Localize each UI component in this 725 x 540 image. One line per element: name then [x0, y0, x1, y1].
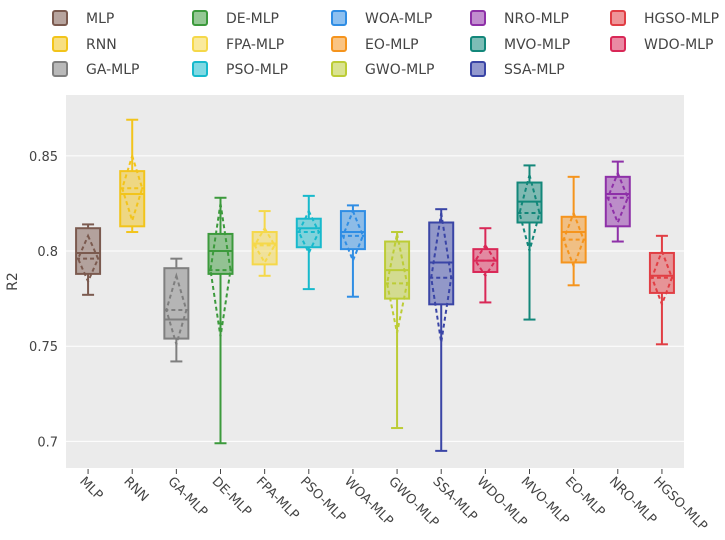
- legend-swatch: [192, 10, 208, 26]
- legend-swatch: [470, 61, 486, 77]
- box-iqr: [119, 170, 146, 228]
- legend-label: DE-MLP: [226, 11, 279, 27]
- legend-swatch: [52, 10, 68, 26]
- box-fpa-mlp: [251, 210, 278, 277]
- legend-label: FPA-MLP: [226, 37, 284, 53]
- box-gwo-mlp: [384, 231, 411, 430]
- plot-area: [66, 95, 684, 468]
- x-tick-label: RNN: [120, 474, 151, 505]
- legend-item-pso-mlp: PSO-MLP: [192, 61, 288, 78]
- legend-item-mlp: MLP: [52, 10, 114, 27]
- y-axis-label: R2: [5, 272, 21, 291]
- legend-swatch: [192, 36, 208, 52]
- legend-item-de-mlp: DE-MLP: [192, 10, 279, 27]
- sd-diamond: [562, 210, 585, 270]
- box-eo-mlp: [560, 175, 587, 287]
- legend-label: RNN: [86, 37, 117, 53]
- legend: MLP RNN GA-MLP DE-MLP FPA-MLP PSO-MLP WOA-MLP E…: [52, 10, 719, 78]
- sd-diamond: [650, 248, 673, 308]
- box-nro-mlp: [604, 160, 631, 243]
- legend-label: WOA-MLP: [365, 11, 432, 27]
- sd-diamond: [209, 203, 232, 337]
- x-tick-label: FPA-MLP: [253, 474, 302, 523]
- legend-swatch: [52, 61, 68, 77]
- box-wdo-mlp: [472, 227, 499, 304]
- legend-swatch: [610, 10, 626, 26]
- legend-label: MLP: [86, 11, 114, 27]
- legend-swatch: [610, 36, 626, 52]
- legend-item-woa-mlp: WOA-MLP: [331, 10, 432, 27]
- legend-item-wdo-mlp: WDO-MLP: [610, 36, 713, 53]
- legend-label: PSO-MLP: [226, 62, 288, 78]
- legend-label: EO-MLP: [365, 37, 419, 53]
- sd-diamond: [430, 212, 453, 343]
- box-ssa-mlp: [428, 208, 455, 452]
- legend-item-nro-mlp: NRO-MLP: [470, 10, 569, 27]
- sd-diamond: [474, 243, 497, 278]
- legend-item-gwo-mlp: GWO-MLP: [331, 61, 434, 78]
- legend-item-ssa-mlp: SSA-MLP: [470, 61, 565, 78]
- legend-label: HGSO-MLP: [644, 11, 719, 27]
- box-mlp: [75, 223, 102, 296]
- sd-diamond: [386, 233, 409, 334]
- legend-swatch: [331, 61, 347, 77]
- legend-item-ga-mlp: GA-MLP: [52, 61, 140, 78]
- legend-swatch: [470, 36, 486, 52]
- sd-diamond: [606, 170, 629, 226]
- x-axis-ticks: MLP RNN GA-MLPDE-MLPFPA-MLPPSO-MLPWOA-MLPG…: [76, 469, 710, 534]
- legend-item-hgso-mlp: HGSO-MLP: [610, 10, 719, 27]
- box-ga-mlp: [163, 257, 190, 363]
- box-mvo-mlp: [516, 164, 543, 321]
- legend-label: NRO-MLP: [504, 11, 569, 27]
- legend-item-rnn: RNN: [52, 36, 117, 53]
- legend-label: GA-MLP: [86, 62, 140, 78]
- sd-diamond: [165, 272, 188, 348]
- legend-label: SSA-MLP: [504, 62, 565, 78]
- grid-lines: [66, 155, 684, 442]
- sd-diamond: [341, 208, 365, 264]
- sd-diamond: [518, 170, 541, 255]
- legend-swatch: [470, 10, 486, 26]
- x-tick-label: HGSO-MLP: [650, 474, 710, 534]
- sd-diamond: [76, 233, 100, 284]
- y-axis-ticks: 0.7 0.75 0.8 0.85: [29, 150, 58, 450]
- sd-diamond: [253, 226, 276, 265]
- box-pso-mlp: [295, 194, 322, 291]
- legend-swatch: [192, 61, 208, 77]
- sd-diamond: [297, 208, 320, 256]
- legend-label: GWO-MLP: [365, 62, 434, 78]
- x-tick-label: GA-MLP: [165, 474, 211, 520]
- boxes: [75, 118, 675, 452]
- box-rnn: [119, 118, 146, 234]
- legend-item-mvo-mlp: MVO-MLP: [470, 36, 570, 53]
- sd-diamond: [121, 152, 144, 224]
- box-woa-mlp: [339, 204, 366, 298]
- x-tick-label: PSO-MLP: [297, 474, 349, 526]
- y-tick-label: 0.8: [37, 245, 58, 260]
- legend-swatch: [52, 36, 68, 52]
- x-tick-label: MLP: [76, 474, 105, 503]
- x-tick-label: DE-MLP: [209, 474, 255, 520]
- legend-swatch: [331, 36, 347, 52]
- y-tick-label: 0.85: [29, 150, 58, 165]
- legend-swatch: [331, 10, 347, 26]
- legend-label: WDO-MLP: [644, 37, 713, 53]
- legend-item-eo-mlp: EO-MLP: [331, 36, 419, 53]
- box-hgso-mlp: [648, 234, 675, 346]
- legend-item-fpa-mlp: FPA-MLP: [192, 36, 284, 53]
- y-tick-label: 0.75: [29, 340, 58, 355]
- legend-label: MVO-MLP: [504, 37, 570, 53]
- box-de-mlp: [207, 196, 234, 445]
- y-tick-label: 0.7: [37, 435, 58, 450]
